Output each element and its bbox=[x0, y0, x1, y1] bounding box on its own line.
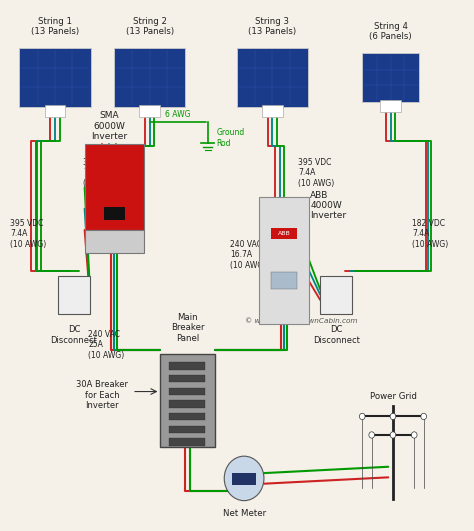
Bar bbox=[169, 400, 205, 408]
Circle shape bbox=[369, 432, 374, 438]
Bar bbox=[169, 388, 205, 395]
Text: Power Grid: Power Grid bbox=[370, 391, 416, 400]
Bar bbox=[271, 228, 298, 239]
Bar bbox=[169, 426, 205, 433]
Bar bbox=[380, 100, 401, 112]
Text: © www.BuildMyOwnCabin.com: © www.BuildMyOwnCabin.com bbox=[245, 318, 357, 324]
Circle shape bbox=[359, 413, 365, 419]
Circle shape bbox=[390, 413, 396, 419]
Bar bbox=[259, 196, 309, 324]
Bar bbox=[169, 439, 205, 446]
Bar bbox=[232, 473, 256, 485]
Text: DC
Disconnect: DC Disconnect bbox=[51, 326, 97, 345]
Text: 395 VDC
7.4A
(10 AWG): 395 VDC 7.4A (10 AWG) bbox=[299, 158, 335, 188]
Text: ABB
4000W
Inverter: ABB 4000W Inverter bbox=[310, 191, 346, 220]
Bar bbox=[45, 105, 65, 117]
Text: 30A Breaker
for Each
Inverter: 30A Breaker for Each Inverter bbox=[76, 380, 128, 410]
Bar bbox=[320, 276, 352, 314]
FancyBboxPatch shape bbox=[19, 48, 91, 107]
FancyBboxPatch shape bbox=[362, 54, 419, 101]
Circle shape bbox=[421, 413, 427, 419]
Bar bbox=[104, 207, 125, 220]
Text: String 4
(6 Panels): String 4 (6 Panels) bbox=[369, 22, 412, 41]
Text: 240 VAC
16.7A
(10 AWG): 240 VAC 16.7A (10 AWG) bbox=[230, 240, 266, 270]
Text: DC
Disconnect: DC Disconnect bbox=[313, 326, 360, 345]
Bar bbox=[84, 144, 144, 230]
Bar bbox=[169, 362, 205, 370]
FancyBboxPatch shape bbox=[237, 48, 308, 107]
Text: SMA
6000W
Inverter: SMA 6000W Inverter bbox=[91, 111, 128, 141]
Text: 395 VDC
7.4A
(10 AWG): 395 VDC 7.4A (10 AWG) bbox=[10, 219, 46, 249]
Text: String 2
(13 Panels): String 2 (13 Panels) bbox=[126, 16, 173, 36]
Circle shape bbox=[390, 432, 396, 438]
Circle shape bbox=[411, 432, 417, 438]
Circle shape bbox=[224, 456, 264, 501]
Bar bbox=[58, 276, 90, 314]
Bar bbox=[169, 413, 205, 421]
Text: 395 VDC
7.4A
(10 AWG): 395 VDC 7.4A (10 AWG) bbox=[83, 158, 119, 188]
Bar bbox=[84, 230, 144, 253]
Text: ABB: ABB bbox=[278, 231, 291, 236]
Text: 240 VAC
25A
(10 AWG): 240 VAC 25A (10 AWG) bbox=[88, 330, 124, 360]
Text: Main
Breaker
Panel: Main Breaker Panel bbox=[171, 313, 204, 342]
Bar bbox=[139, 105, 160, 117]
Bar bbox=[160, 354, 215, 447]
Bar bbox=[169, 375, 205, 382]
Text: 182 VDC
7.4A
(10 AWG): 182 VDC 7.4A (10 AWG) bbox=[412, 219, 448, 249]
Text: Net Meter: Net Meter bbox=[222, 509, 265, 518]
Text: String 1
(13 Panels): String 1 (13 Panels) bbox=[31, 16, 79, 36]
Bar bbox=[262, 105, 283, 117]
Text: 6 AWG: 6 AWG bbox=[165, 109, 191, 118]
FancyBboxPatch shape bbox=[114, 48, 185, 107]
Text: String 3
(13 Panels): String 3 (13 Panels) bbox=[248, 16, 297, 36]
Text: Ground
Rod: Ground Rod bbox=[216, 129, 245, 148]
Bar bbox=[271, 272, 298, 289]
